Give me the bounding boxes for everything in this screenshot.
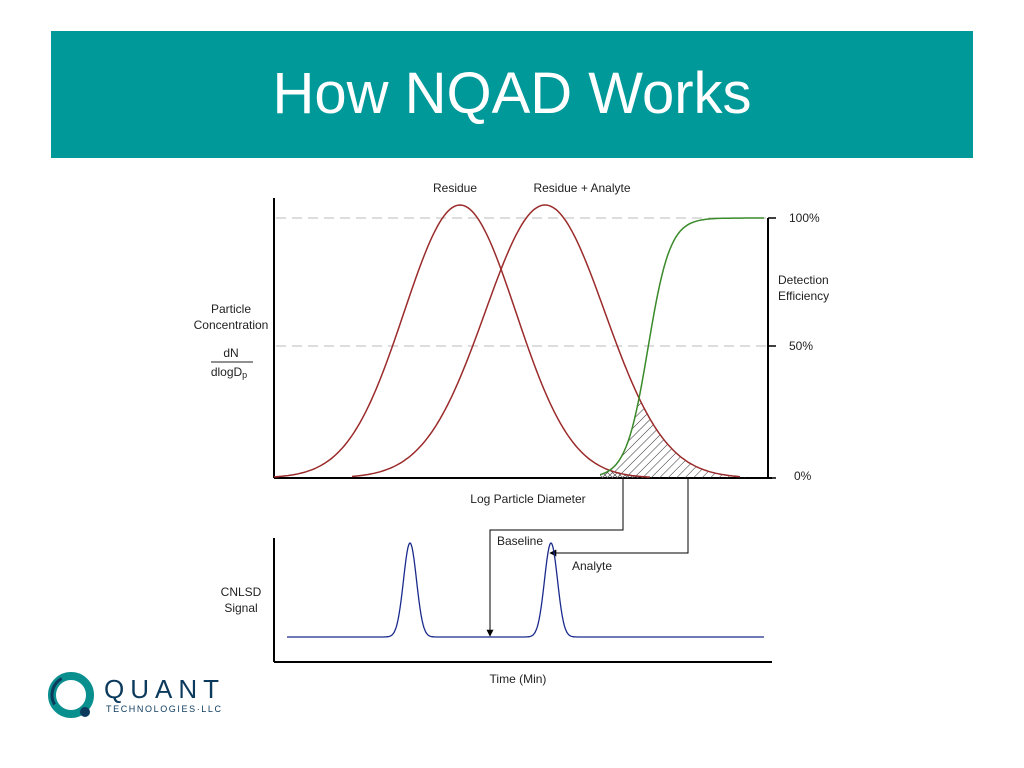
dn-label: dN [223,346,238,360]
residue-curve [273,204,651,478]
tick-label-100: 100% [789,211,820,225]
detected-analyte-area [615,398,745,478]
quant-q-logo-icon [48,672,94,718]
residue-label: Residue [433,181,477,195]
baseline-arrow [486,478,624,637]
log-particle-diameter-label: Log Particle Diameter [470,492,585,506]
cnlsd-label: CNLSD [221,585,262,599]
time-label: Time (Min) [490,672,547,686]
dlogdp-label: dlogDp [211,365,247,380]
analyte-label: Analyte [572,559,612,573]
tick-label-0: 0% [794,469,812,483]
subscript-p: p [242,370,247,380]
residue-analyte-label: Residue + Analyte [533,181,630,195]
quant-logo: QUANT TECHNOLOGIES·LLC [46,668,236,724]
residue-analyte-curve [351,204,741,478]
detected-residue-area [600,470,650,478]
logo-subtitle: TECHNOLOGIES·LLC [106,704,223,714]
detection-efficiency-curve [599,217,764,476]
title-bar: How NQAD Works [51,31,973,158]
baseline-label: Baseline [497,534,543,548]
detection-label: Detection [778,273,829,287]
cnlsd-signal-trace [287,542,764,638]
analyte-arrow [549,478,689,557]
slide-title: How NQAD Works [272,61,752,126]
logo-word: QUANT [104,674,225,704]
efficiency-label: Efficiency [778,289,829,303]
tick-label-50: 50% [789,339,813,353]
concentration-label: Concentration [194,318,269,332]
particle-label: Particle [211,302,251,316]
signal-label: Signal [224,601,257,615]
